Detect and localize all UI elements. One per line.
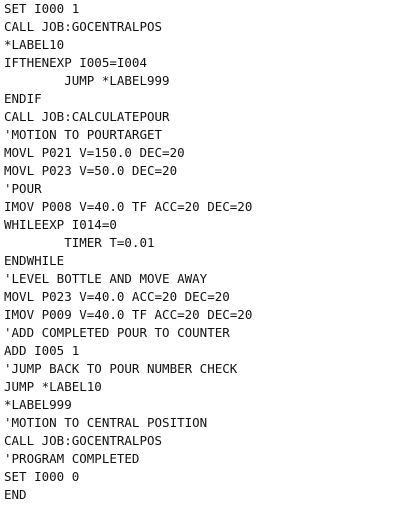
code-line: 'JUMP BACK TO POUR NUMBER CHECK <box>4 361 238 376</box>
code-line: ADD I005 1 <box>4 343 80 358</box>
code-line: 'LEVEL BOTTLE AND MOVE AWAY <box>4 271 208 286</box>
code-line: 'PROGRAM COMPLETED <box>4 451 140 466</box>
code-line: IMOV P008 V=40.0 TF ACC=20 DEC=20 <box>4 199 253 214</box>
code-line: JUMP *LABEL999 <box>4 73 170 88</box>
code-line: SET I000 0 <box>4 469 80 484</box>
code-line: ENDWHILE <box>4 253 65 268</box>
code-line: END <box>4 487 27 502</box>
code-line: CALL JOB:GOCENTRALPOS <box>4 433 163 448</box>
code-line: 'MOTION TO CENTRAL POSITION <box>4 415 208 430</box>
code-line: IFTHENEXP I005=I004 <box>4 55 147 70</box>
code-line: MOVL P021 V=150.0 DEC=20 <box>4 145 185 160</box>
code-line: *LABEL999 <box>4 397 72 412</box>
code-line: ENDIF <box>4 91 42 106</box>
code-line: CALL JOB:GOCENTRALPOS <box>4 19 163 34</box>
code-line: CALL JOB:CALCULATEPOUR <box>4 109 170 124</box>
code-line: 'POUR <box>4 181 42 196</box>
code-line: SET I000 1 <box>4 1 80 16</box>
code-line: 'ADD COMPLETED POUR TO COUNTER <box>4 325 230 340</box>
code-line: JUMP *LABEL10 <box>4 379 102 394</box>
code-line: MOVL P023 V=40.0 ACC=20 DEC=20 <box>4 289 230 304</box>
code-line: IMOV P009 V=40.0 TF ACC=20 DEC=20 <box>4 307 253 322</box>
code-line: 'MOTION TO POURTARGET <box>4 127 163 142</box>
code-line: MOVL P023 V=50.0 DEC=20 <box>4 163 178 178</box>
code-line: *LABEL10 <box>4 37 65 52</box>
code-line: TIMER T=0.01 <box>4 235 155 250</box>
code-line: WHILEEXP I014=0 <box>4 217 117 232</box>
code-listing: SET I000 1 CALL JOB:GOCENTRALPOS *LABEL1… <box>4 0 412 510</box>
